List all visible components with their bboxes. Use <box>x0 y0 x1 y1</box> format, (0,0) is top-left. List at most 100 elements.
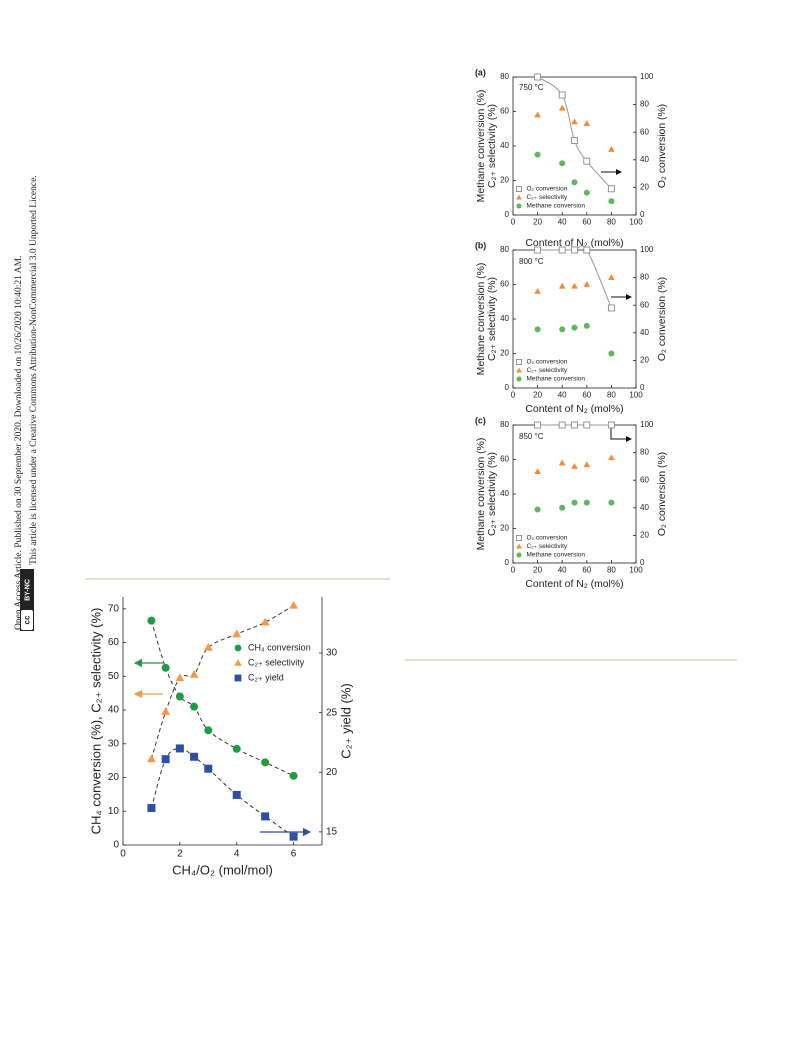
marker <box>534 421 542 429</box>
y2-tick-label: 20 <box>640 356 649 365</box>
panel-label: (b) <box>475 240 486 250</box>
marker <box>583 421 591 429</box>
y2-tick-label: 20 <box>640 183 649 192</box>
y-axis-label: Methane conversion (%) <box>476 90 487 203</box>
y-axis-label: C₂₊ selectivity (%) <box>487 452 498 536</box>
y2-tick-label: 80 <box>640 448 649 457</box>
y2-tick-label: 20 <box>640 531 649 540</box>
y-tick-label: 40 <box>500 489 509 498</box>
y2-axis-label: O₂ conversion (%) <box>657 452 668 536</box>
marker <box>175 692 184 701</box>
y2-tick-label: 80 <box>640 273 649 282</box>
x-tick-label: 20 <box>533 390 542 399</box>
badge-icon: cc <box>23 615 32 624</box>
x-tick-label: 60 <box>582 390 591 399</box>
y-tick-label: 50 <box>108 671 120 682</box>
annotation: 750 °C <box>519 83 544 92</box>
y2-tick-label: 40 <box>640 328 649 337</box>
x-tick-label: 60 <box>582 217 591 226</box>
marker <box>534 326 541 333</box>
marker <box>583 461 591 468</box>
marker <box>583 120 591 126</box>
legend-marker <box>516 367 522 373</box>
chart: 0 20 40 60 80 100020406080020406080100Content… <box>475 67 668 248</box>
marker <box>190 752 199 761</box>
marker <box>203 643 213 651</box>
y-tick-label: 40 <box>500 141 509 150</box>
marker <box>608 454 615 461</box>
marker <box>571 324 578 331</box>
legend-label: Methane conversion <box>527 552 586 559</box>
y2-tick-label: 25 <box>326 707 338 718</box>
y2-tick-label: 100 <box>640 245 654 254</box>
badge-text: BY-NC <box>24 579 31 601</box>
marker <box>161 755 170 764</box>
y-axis-label: C₂₊ selectivity (%) <box>487 277 498 361</box>
marker <box>558 459 566 466</box>
x-tick-label: 4 <box>234 849 240 860</box>
x-tick-label: 100 <box>629 565 643 574</box>
x-tick-label: 6 <box>291 849 297 860</box>
x-tick-label: 40 <box>558 217 567 226</box>
y2-tick-label: 15 <box>326 827 338 838</box>
marker <box>534 73 542 81</box>
marker <box>583 281 591 287</box>
marker <box>175 744 184 753</box>
marker <box>289 600 298 609</box>
marker <box>607 304 615 312</box>
x-tick-label: 0 <box>511 565 516 574</box>
legend-marker <box>516 194 522 200</box>
x-tick-label: 0 <box>120 849 126 860</box>
x-tick-label: 80 <box>607 217 616 226</box>
x-tick-label: 0 <box>511 390 516 399</box>
y-tick-label: 60 <box>500 107 509 116</box>
y-axis-label: C₂₊ selectivity (%) <box>487 104 498 188</box>
x-tick-label: 100 <box>629 390 643 399</box>
y2-axis-label: O₂ conversion (%) <box>657 104 668 188</box>
marker <box>534 111 541 118</box>
x-tick-label: 40 <box>558 390 567 399</box>
y-axis-label: Methane conversion (%) <box>476 263 487 376</box>
y2-tick-label: 0 <box>640 558 645 567</box>
y2-tick-label: 60 <box>640 300 649 309</box>
x-tick-label: 80 <box>607 565 616 574</box>
marker <box>583 322 590 329</box>
marker <box>289 771 298 780</box>
marker <box>608 274 615 280</box>
panel-label: (a) <box>475 67 486 77</box>
panel-label: (c) <box>475 415 486 425</box>
series-line <box>537 245 612 309</box>
y-tick-label: 0 <box>505 558 510 567</box>
x-tick-label: 0 <box>511 217 516 226</box>
y-tick-label: 80 <box>500 420 509 429</box>
marker <box>571 462 578 469</box>
y2-tick-label: 40 <box>640 503 649 512</box>
sidebar-line: Open Access Article. Published on 30 Sep… <box>14 256 24 630</box>
badge-icon-bg <box>21 610 33 630</box>
x-tick-label: 40 <box>558 565 567 574</box>
marker <box>147 754 156 763</box>
marker <box>261 812 270 821</box>
x-tick-label: 20 <box>533 565 542 574</box>
y-tick-label: 60 <box>108 637 120 648</box>
marker <box>261 758 270 767</box>
marker <box>559 160 566 167</box>
legend-marker <box>516 185 523 192</box>
y2-tick-label: 60 <box>640 127 649 136</box>
y-tick-label: 60 <box>500 455 509 464</box>
legend-label: O₂ conversion <box>527 359 568 366</box>
marker <box>534 246 542 254</box>
marker <box>147 804 156 813</box>
y-tick-label: 20 <box>500 524 509 533</box>
sidebar: Open Access Article. Published on 30 Sep… <box>14 175 39 631</box>
x-axis-label: CH₄/O₂ (mol/mol) <box>172 862 273 877</box>
marker <box>558 246 566 254</box>
y-tick-label: 30 <box>108 738 120 749</box>
y-tick-label: 80 <box>500 72 509 81</box>
marker <box>232 629 242 638</box>
marker <box>583 246 591 254</box>
legend-label: Methane conversion <box>527 203 586 210</box>
y2-tick-label: 100 <box>640 72 654 81</box>
marker <box>147 616 156 625</box>
y2-axis-label: C₂₊ yield (%) <box>338 683 353 758</box>
